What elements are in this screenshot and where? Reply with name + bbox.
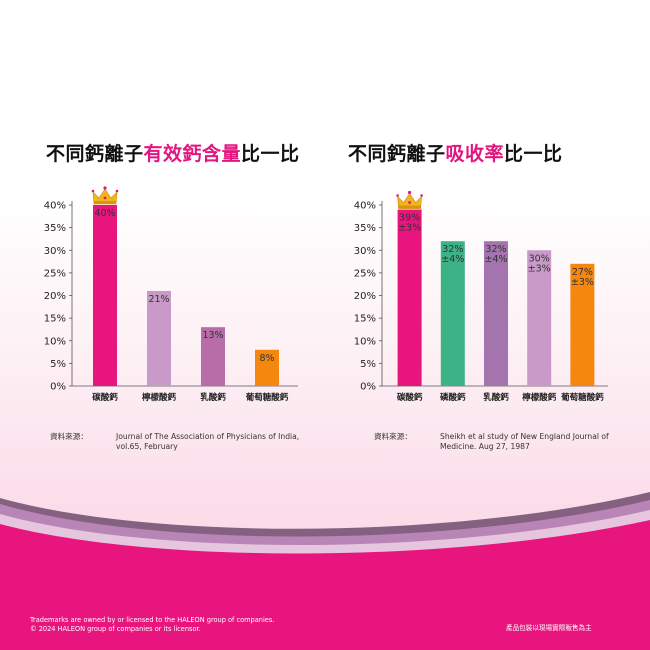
absorption-rate-bar-chart: 0%5%10%15%20%25%30%35%40%39%±3%碳酸鈣32%±4%… xyxy=(354,190,608,403)
source-label: 資料來源： xyxy=(50,432,88,441)
y-tick-label: 40% xyxy=(44,201,66,212)
crown-icon xyxy=(91,186,119,205)
bar-value-label: ±3% xyxy=(528,263,551,274)
packaging-disclaimer: 產品包裝以現場實際販售為主 xyxy=(506,624,592,632)
bar-4 xyxy=(527,250,552,386)
bar-value-label: 13% xyxy=(202,330,223,341)
x-category-label: 乳酸鈣 xyxy=(200,392,226,403)
y-tick-label: 10% xyxy=(354,336,376,347)
y-tick-label: 15% xyxy=(354,314,376,325)
y-tick-label: 30% xyxy=(354,246,376,257)
chart-title-absorption-rate: 不同鈣離子吸收率比一比 xyxy=(348,143,563,165)
bar-3 xyxy=(201,327,225,386)
bar-value-label: ±3% xyxy=(571,277,594,288)
y-tick-label: 20% xyxy=(44,291,66,302)
y-tick-label: 5% xyxy=(360,359,376,370)
bar-2 xyxy=(440,241,465,386)
y-tick-label: 35% xyxy=(44,223,66,234)
y-tick-label: 0% xyxy=(50,382,66,393)
bar-2 xyxy=(147,290,171,386)
x-category-label: 乳酸鈣 xyxy=(483,392,509,403)
bar-1 xyxy=(397,209,422,386)
calcium-content-bar-chart: 0% 5% 10% 15% 20% 25% 30% 35% 40% 40% 碳酸鈣 21% 檸檬酸鈣 13… xyxy=(44,186,298,403)
y-tick-label: 35% xyxy=(354,223,376,234)
bar-value-label: 39% xyxy=(399,213,420,224)
y-tick-label: 20% xyxy=(354,291,376,302)
bar-value-label: 32% xyxy=(485,244,506,255)
trademark-notice: Trademarks are owned by or licensed to t… xyxy=(30,616,274,634)
bar-4 xyxy=(255,349,279,386)
bar-value-label: ±4% xyxy=(441,254,464,265)
bar-value-label: 27% xyxy=(572,267,593,278)
y-tick-label: 40% xyxy=(354,201,376,212)
x-category-label: 檸檬酸鈣 xyxy=(522,392,557,403)
bar-value-label: ±3% xyxy=(398,223,421,234)
bar-value-label: 30% xyxy=(529,253,550,264)
y-tick-label: 25% xyxy=(44,268,66,279)
bar-3 xyxy=(484,241,508,386)
x-category-label: 磷酸鈣 xyxy=(440,392,466,403)
x-category-label: 葡萄糖酸鈣 xyxy=(245,392,289,403)
bar-value-label: 40% xyxy=(94,208,115,219)
bar-value-label: 8% xyxy=(259,353,274,364)
x-category-label: 碳酸鈣 xyxy=(92,392,118,403)
source-text: Sheikh et al study of New England Journa… xyxy=(440,432,609,451)
bar-value-label: ±4% xyxy=(484,254,507,265)
bar-value-label: 32% xyxy=(442,244,463,255)
y-tick-label: 30% xyxy=(44,246,66,257)
y-tick-label: 25% xyxy=(354,268,376,279)
source-label: 資料來源： xyxy=(374,432,412,441)
x-category-label: 碳酸鈣 xyxy=(397,392,423,403)
chart-title-calcium-content: 不同鈣離子有效鈣含量比一比 xyxy=(46,143,300,165)
bottom-band-pink xyxy=(0,520,650,650)
source-text: Journal of The Association of Physicians… xyxy=(116,432,300,451)
copyright-line: © 2024 HALEON group of companies or its … xyxy=(30,625,201,633)
x-category-label: 葡萄糖酸鈣 xyxy=(560,392,604,403)
x-category-label: 檸檬酸鈣 xyxy=(142,392,177,403)
bar-value-label: 21% xyxy=(148,294,169,305)
crown-icon xyxy=(396,190,423,209)
y-tick-label: 15% xyxy=(44,314,66,325)
trademark-line-1: Trademarks are owned by or licensed to t… xyxy=(30,616,275,624)
bar-1 xyxy=(93,205,117,386)
y-tick-label: 5% xyxy=(50,359,66,370)
y-tick-label: 0% xyxy=(360,382,376,393)
bar-5 xyxy=(570,263,595,386)
y-tick-label: 10% xyxy=(44,336,66,347)
